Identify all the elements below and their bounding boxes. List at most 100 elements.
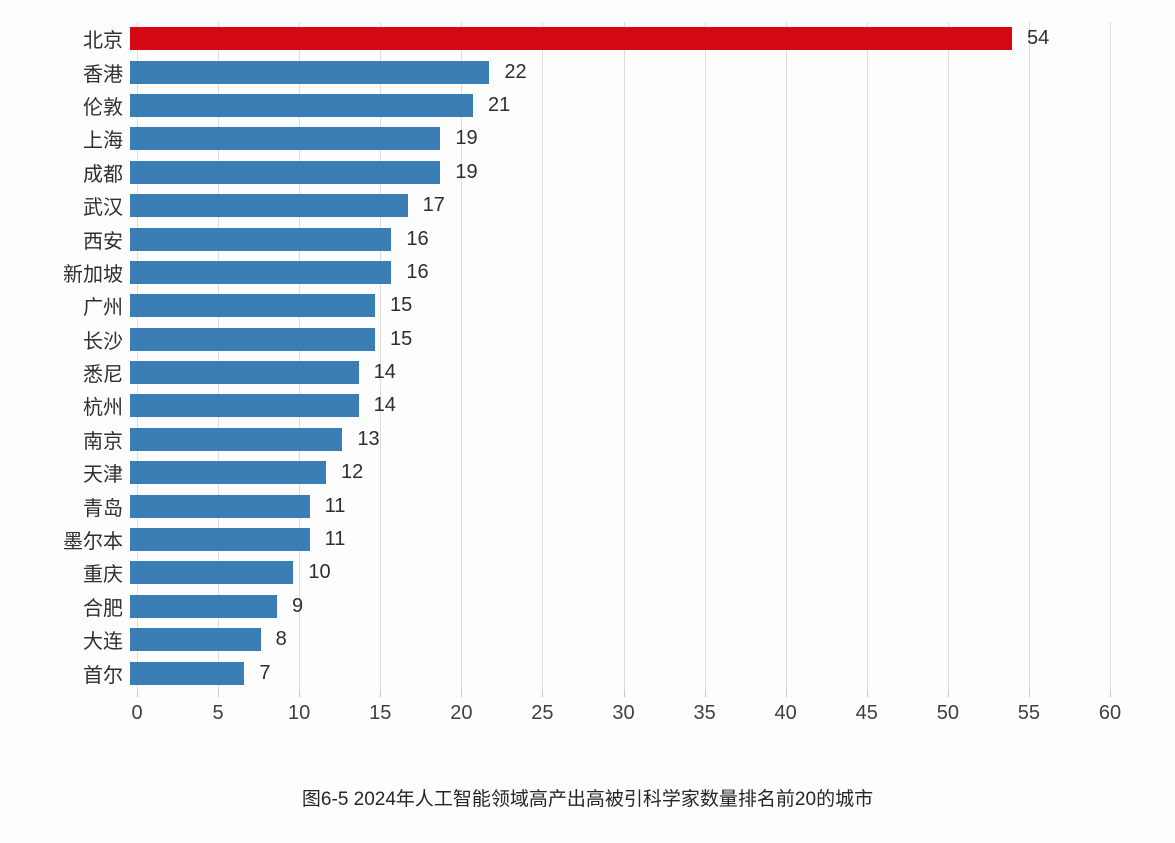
- axis-tick-label: 35: [693, 702, 716, 724]
- axis-tick: [461, 690, 463, 697]
- bar: [130, 227, 392, 251]
- bar: [130, 327, 375, 351]
- axis-tick: [866, 690, 868, 697]
- category-label: 北京: [83, 30, 123, 53]
- bar: [130, 160, 441, 184]
- bar-value-label: 7: [259, 661, 271, 684]
- gridline: [299, 22, 301, 690]
- bar-row: 伦敦 21: [0, 89, 1110, 122]
- gridline: [623, 22, 625, 690]
- bar-value-label: 22: [504, 60, 527, 83]
- category-label: 杭州: [83, 397, 123, 420]
- bar-row: 成都 19: [0, 156, 1110, 189]
- bar-area: 54: [130, 22, 1110, 55]
- axis-tick: [623, 690, 625, 697]
- bar-area: 11: [130, 523, 1110, 556]
- category-label: 广州: [83, 297, 123, 320]
- bar: [130, 427, 343, 451]
- bar-row: 南京 13: [0, 423, 1110, 456]
- bar-area: 11: [130, 489, 1110, 522]
- bar-area: 8: [130, 623, 1110, 656]
- gridline: [380, 22, 382, 690]
- axis-tick: [1110, 690, 1111, 697]
- axis-tick: [218, 690, 220, 697]
- bar: [130, 361, 359, 385]
- x-axis: 0 5 10 15 20 25 30 35 40 45 50 55 60: [131, 690, 1121, 735]
- category-label: 青岛: [83, 497, 123, 520]
- bar-value-label: 16: [406, 260, 429, 283]
- axis-tick-label: 55: [1017, 702, 1041, 724]
- bar: [130, 528, 310, 552]
- axis-tick: [704, 690, 706, 697]
- gridline: [1028, 22, 1030, 690]
- category-label: 武汉: [83, 197, 123, 220]
- bar-value-label: 17: [422, 194, 445, 217]
- bar: [130, 60, 490, 84]
- gridline: [947, 22, 949, 690]
- bar-area: 14: [130, 389, 1110, 422]
- bar: [130, 127, 441, 151]
- axis-tick: [1028, 690, 1030, 697]
- bar: [130, 461, 326, 485]
- axis-tick-label: 60: [1098, 702, 1122, 724]
- bar-row: 墨尔本 11: [0, 523, 1110, 556]
- category-label: 成都: [83, 163, 123, 186]
- bar-value-label: 15: [390, 327, 413, 350]
- bar: [130, 194, 408, 218]
- bar-value-label: 13: [357, 427, 380, 450]
- axis-tick-label: 25: [531, 702, 554, 724]
- axis-tick-label: 40: [774, 702, 797, 724]
- bar-rows: 北京 54 香港 22 伦敦 21 上海 19 成都 19 武汉 17 西安 16 新加坡 16 广州 15 长沙 1…: [0, 22, 1110, 690]
- gridline: [1110, 22, 1111, 690]
- bar-area: 22: [130, 55, 1110, 88]
- bar-row: 天津 12: [0, 456, 1110, 489]
- bar-area: 16: [130, 256, 1110, 289]
- bar-value-label: 11: [324, 494, 346, 517]
- bar: [130, 294, 375, 318]
- bar-row: 合肥 9: [0, 590, 1110, 623]
- category-label: 伦敦: [83, 96, 123, 119]
- axis-tick: [299, 690, 301, 697]
- bar-row: 杭州 14: [0, 389, 1110, 422]
- category-label: 首尔: [83, 664, 123, 687]
- grid-layer: [137, 22, 1111, 690]
- category-label: 长沙: [83, 330, 123, 353]
- bar-row: 首尔 7: [0, 656, 1110, 689]
- bar-highlighted: [130, 27, 1012, 51]
- gridline: [461, 22, 463, 690]
- chart-caption: 图6-5 2024年人工智能领域高产出高被引科学家数量排名前20的城市: [301, 789, 874, 810]
- bar-value-label: 14: [373, 361, 396, 384]
- bar-row: 武汉 17: [0, 189, 1110, 222]
- bar-value-label: 19: [455, 160, 478, 183]
- axis-tick-label: 20: [450, 702, 473, 724]
- bar-row: 广州 15: [0, 289, 1110, 322]
- gridline: [218, 22, 220, 690]
- category-label: 合肥: [83, 597, 123, 620]
- bar-area: 13: [130, 423, 1110, 456]
- bar-row: 大连 8: [0, 623, 1110, 656]
- bar-value-label: 54: [1027, 27, 1050, 50]
- bar: [130, 494, 310, 518]
- bar-value-label: 14: [373, 394, 396, 417]
- plot-area: 北京 54 香港 22 伦敦 21 上海 19 成都 19 武汉 17 西安 16 新加坡 16 广州 15 长沙 1…: [0, 22, 1111, 690]
- bar-area: 19: [130, 122, 1110, 155]
- bar-row: 新加坡 16: [0, 256, 1110, 289]
- bar: [130, 561, 294, 585]
- bar-area: 12: [130, 456, 1110, 489]
- category-label: 南京: [83, 430, 123, 453]
- axis-tick-label: 50: [936, 702, 959, 724]
- bar-value-label: 11: [324, 528, 346, 551]
- axis-tick-label: 15: [369, 702, 392, 724]
- bar-row: 重庆 10: [0, 556, 1110, 589]
- bar: [130, 661, 245, 685]
- axis-tick-label: 5: [212, 702, 224, 724]
- axis-tick-label: 45: [855, 702, 878, 724]
- bar-value-label: 12: [341, 461, 364, 484]
- axis-tick: [380, 690, 382, 697]
- bar-row: 长沙 15: [0, 323, 1110, 356]
- gridline: [866, 22, 868, 690]
- axis-tick: [137, 690, 138, 697]
- bar-row: 西安 16: [0, 222, 1110, 255]
- category-label: 重庆: [83, 564, 123, 587]
